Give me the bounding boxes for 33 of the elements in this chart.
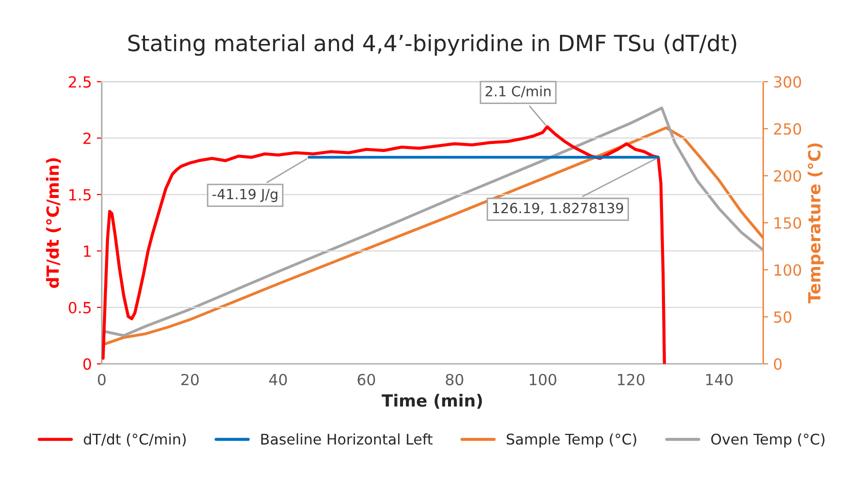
y2-tick-label: 200: [774, 170, 802, 182]
y2-tick-label: 250: [774, 123, 802, 135]
y-tick-label: 1.5: [69, 189, 91, 201]
y-tick-label: 1: [84, 246, 91, 257]
x-tick-label: 140: [706, 374, 733, 386]
y-tick-label: 2: [83, 132, 91, 144]
annotation: 2.1 C/min: [486, 86, 551, 98]
y2-tick-label: 0: [774, 358, 782, 370]
y2-tick-label: 50: [774, 311, 792, 323]
y-tick-label: 2.5: [68, 76, 91, 88]
y-tick-label: 0: [83, 358, 92, 370]
annotation: 126.19, 1.8278139: [493, 202, 624, 215]
y2-tick-label: 300: [774, 76, 802, 88]
legend-label: dT/dt (°C/min): [84, 433, 186, 446]
y2-axis-title: Temperature (°C): [808, 143, 824, 304]
chart-title: Stating material and 4,4’-bipyridine in DMF TSu (dT/dt): [128, 34, 736, 56]
y2-tick-label: 100: [774, 264, 802, 276]
legend-label: Oven Temp (°C): [711, 433, 824, 448]
x-tick-label: 60: [358, 374, 376, 386]
y2-tick-label: 150: [774, 217, 802, 229]
y-tick-label: 0.5: [68, 302, 91, 314]
x-tick-label: 120: [618, 374, 644, 386]
x-tick-label: 40: [269, 374, 287, 386]
x-tick-label: 80: [446, 374, 464, 386]
x-tick-label: 100: [530, 374, 556, 386]
legend-label: Baseline Horizontal Left: [261, 433, 433, 445]
annotation: -41.19 J/g: [212, 188, 278, 202]
x-axis-title: Time (min): [382, 394, 482, 409]
x-tick-label: 0: [98, 374, 106, 386]
line-series: [102, 125, 666, 364]
y-axis-title: dT/dt (°C/min): [46, 158, 61, 288]
legend-label: Sample Temp (°C): [506, 433, 636, 448]
x-tick-label: 20: [181, 374, 199, 386]
